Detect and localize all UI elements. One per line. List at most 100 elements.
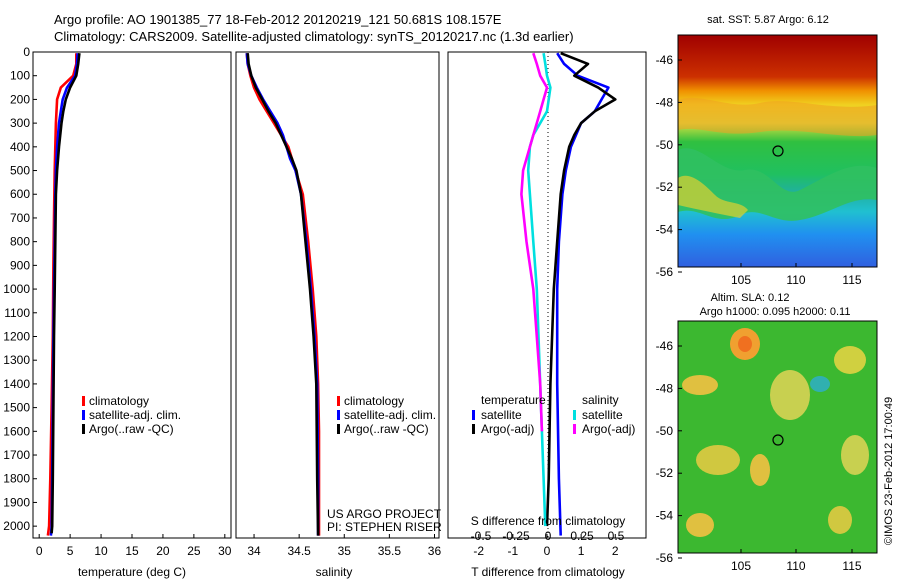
plot-title-line2: Climatology: CARS2009. Satellite-adjuste… [54,29,574,44]
depth-tick-label: 1300 [3,353,30,367]
temperature-x-tick-label: 20 [156,544,170,558]
temperature-panel: 0100200300400500600700800900100011001200… [3,45,232,579]
sst-map: sat. SST: 5.87 Argo: 6.12 -46 -48 -50 -52 -5… [656,14,878,287]
difference-top-tick-label: -0.5 [471,529,492,543]
temperature-legend-label: satellite-adj. clim. [89,408,181,422]
sla-map-anomaly-c [834,346,866,374]
map-latitude-tick-label: -52 [656,180,674,194]
map-longitude-tick-label: 110 [786,273,805,287]
map-latitude-tick-label: -52 [656,466,674,480]
depth-tick-label: 1400 [3,377,30,391]
map-longitude-tick-label: 105 [731,273,751,287]
temperature-x-tick-label: 0 [36,544,43,558]
temperature-x-tick-label: 25 [187,544,201,558]
difference-x-tick-label: 2 [612,544,619,558]
difference-series-temperature-argo-adj- [545,52,617,527]
map-longitude-tick-label: 115 [842,273,861,287]
salinity-legend-label: satellite-adj. clim. [344,408,436,422]
difference-top-x-label: S difference from climatology [471,514,626,528]
sst-map-frame [677,34,878,268]
depth-tick-label: 1000 [3,282,30,296]
depth-tick-label: 1600 [3,424,30,438]
salinity-x-tick-label: 34.5 [287,544,311,558]
depth-tick-label: 900 [10,258,30,272]
difference-legend-header-temperature: temperature [481,393,546,407]
salinity-legend-swatch [337,410,340,420]
map-latitude-tick-label: -54 [656,223,674,237]
sla-map-high-anomaly-core [738,336,752,352]
salinity-legend-swatch [337,396,340,406]
salinity-x-label: salinity [316,565,353,579]
temperature-x-label: temperature (deg C) [78,565,186,579]
salinity-x-tick-label: 35.5 [378,544,402,558]
sla-map-anomaly-d [696,445,740,475]
difference-legend-header-salinity: salinity [582,393,619,407]
salinity-legend-label: Argo(..raw -QC) [344,422,429,436]
depth-tick-label: 1500 [3,401,30,415]
depth-tick-label: 500 [10,164,30,178]
difference-legend-label: Argo(-adj) [481,422,534,436]
sst-map-field [678,35,877,267]
sla-map-anomaly-e [750,454,770,486]
depth-tick-label: 2000 [3,519,30,533]
sla-map: Altim. SLA: 0.12 Argo h1000: 0.095 h2000… [656,292,878,573]
difference-legend-label: satellite [582,408,623,422]
map-latitude-tick-label: -46 [656,339,674,353]
temperature-x-tick-label: 5 [67,544,74,558]
sst-map-title: sat. SST: 5.87 Argo: 6.12 [707,14,829,26]
temperature-legend-label: climatology [89,394,149,408]
sla-map-subtitle: Argo h1000: 0.095 h2000: 0.11 [700,306,851,318]
depth-tick-label: 0 [23,45,30,59]
temperature-legend-label: Argo(..raw -QC) [89,422,174,436]
sst-map-warm-band [678,97,877,137]
difference-legend-label: Argo(-adj) [582,422,635,436]
salinity-panel: 34 34.5 35 35.5 36 climatologysatellite-adj.… [235,51,442,579]
salinity-legend-label: climatology [344,394,404,408]
map-latitude-tick-label: -56 [656,551,674,565]
difference-top-tick-label: 0.25 [570,529,594,543]
map-longitude-tick-label: 105 [731,559,751,573]
temperature-legend-swatch [82,424,85,434]
difference-panel: -2 -1 0 1 2 -0.5 -0.25 0 0.25 0.5 temperature sal… [447,51,647,579]
difference-top-tick-label: -0.25 [502,529,530,543]
sla-map-frame [677,320,878,554]
sla-map-anomaly-f [841,435,869,475]
sla-map-anomaly-b [770,370,810,420]
sst-argo-location-marker [772,145,784,157]
depth-tick-label: 1100 [4,306,30,320]
sla-map-anomaly-a [682,375,718,395]
plot-title-line1: Argo profile: AO 1901385_77 18-Feb-2012 … [54,12,502,27]
sla-map-low-anomaly [810,376,830,392]
difference-x-tick-label: 0 [544,544,551,558]
difference-top-tick-label: 0.5 [608,529,625,543]
sst-map-warm-eddy [678,175,748,218]
map-latitude-tick-label: -50 [656,424,674,438]
depth-tick-label: 1700 [3,448,30,462]
project-label: US ARGO PROJECT [327,507,442,521]
depth-tick-label: 800 [10,235,30,249]
difference-legend-swatch [573,410,576,420]
sla-map-title: Altim. SLA: 0.12 [711,292,790,304]
difference-axes-frame [447,51,647,539]
temperature-x-tick-label: 30 [218,544,232,558]
difference-top-tick-label: 0 [545,529,552,543]
sla-map-anomaly-g [686,513,714,537]
depth-tick-label: 600 [10,187,30,201]
difference-legend-swatch [472,410,475,420]
depth-tick-label: 400 [10,140,30,154]
map-latitude-tick-label: -50 [656,138,674,152]
salinity-x-tick-label: 36 [428,544,442,558]
salinity-x-tick-label: 34 [247,544,261,558]
map-latitude-tick-label: -54 [656,509,674,523]
map-longitude-tick-label: 110 [786,559,805,573]
difference-legend-swatch [472,424,475,434]
difference-legend-label: satellite [481,408,522,422]
sla-map-anomaly-h [828,506,852,534]
salinity-series-argo-raw-qc- [246,53,320,536]
difference-x-tick-label: 1 [578,544,585,558]
salinity-x-tick-label: 35 [338,544,352,558]
map-latitude-tick-label: -48 [656,95,674,109]
sla-argo-location-marker [772,434,784,446]
difference-legend-swatch [573,424,576,434]
